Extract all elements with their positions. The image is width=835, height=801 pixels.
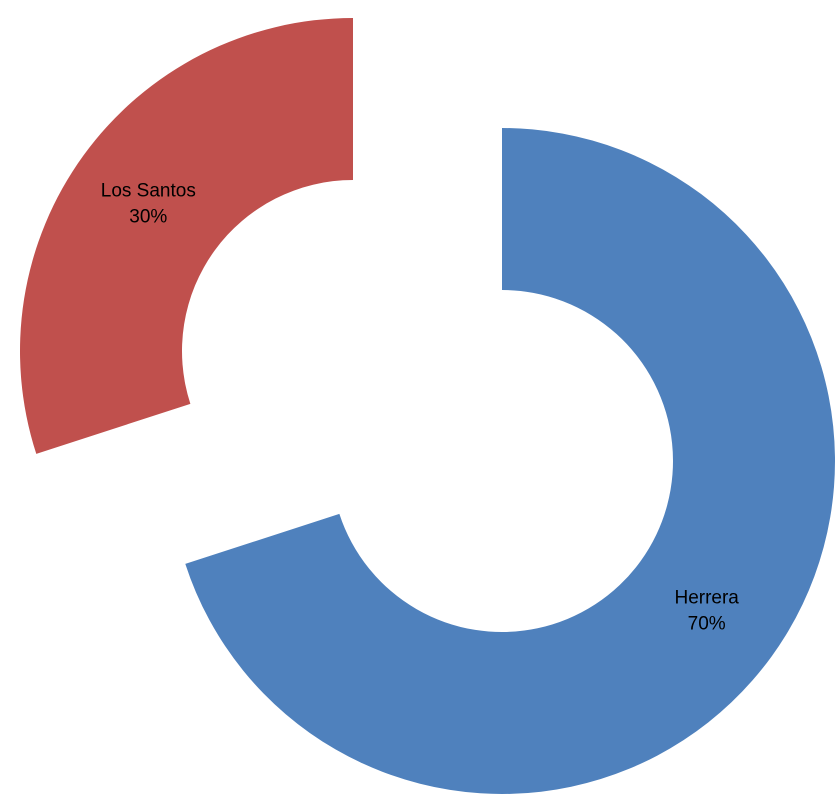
slice-los-santos [19, 18, 354, 454]
slice-percent-herrera: 70% [688, 614, 726, 635]
slices-layer [19, 18, 835, 794]
slice-label-los-santos: Los Santos [101, 180, 196, 201]
slice-herrera [185, 128, 835, 794]
slice-percent-los-santos: 30% [129, 206, 167, 227]
labels-layer: Herrera 70% Los Santos 30% [101, 180, 740, 634]
slice-label-herrera: Herrera [674, 588, 739, 609]
